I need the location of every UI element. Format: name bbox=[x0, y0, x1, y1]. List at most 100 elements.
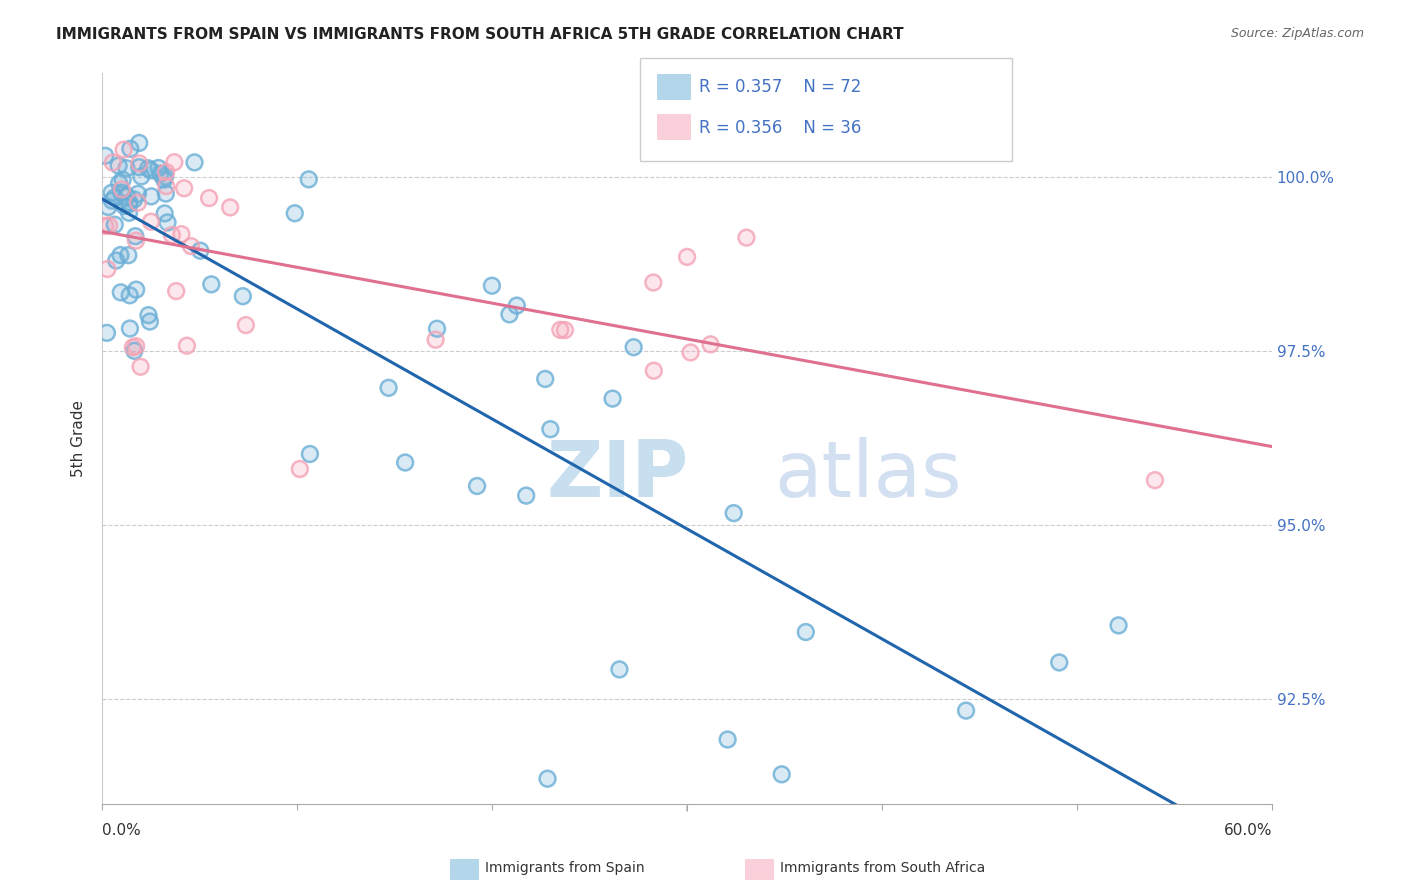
Point bbox=[955, 704, 977, 718]
Point bbox=[139, 163, 162, 178]
Point bbox=[198, 191, 221, 205]
Point bbox=[108, 176, 131, 190]
Point bbox=[679, 345, 702, 359]
Point bbox=[96, 262, 118, 277]
Point bbox=[394, 456, 416, 470]
Point bbox=[101, 194, 124, 208]
Point bbox=[506, 299, 529, 313]
Point bbox=[602, 392, 624, 406]
Point bbox=[699, 337, 721, 351]
Point bbox=[129, 359, 152, 374]
Point bbox=[735, 230, 758, 244]
Point bbox=[118, 197, 141, 211]
Point bbox=[794, 625, 817, 640]
Point bbox=[118, 195, 141, 210]
Point bbox=[96, 326, 118, 340]
Point bbox=[465, 479, 488, 493]
Point bbox=[115, 161, 138, 176]
Point bbox=[165, 284, 187, 298]
Point bbox=[676, 250, 699, 264]
Point bbox=[122, 193, 145, 207]
Point bbox=[188, 244, 211, 258]
Point bbox=[101, 194, 124, 208]
Point bbox=[96, 262, 118, 277]
Point bbox=[139, 215, 162, 229]
Point bbox=[198, 191, 221, 205]
Point bbox=[160, 227, 183, 242]
Point bbox=[104, 218, 127, 232]
Point bbox=[679, 345, 702, 359]
Point bbox=[394, 456, 416, 470]
Point bbox=[136, 161, 159, 176]
Point bbox=[105, 253, 128, 268]
Point bbox=[98, 219, 121, 233]
Point bbox=[112, 199, 135, 213]
Point bbox=[139, 314, 162, 328]
Point bbox=[794, 625, 817, 640]
Point bbox=[128, 136, 150, 150]
Point bbox=[124, 229, 146, 244]
Point bbox=[128, 156, 150, 170]
Point bbox=[515, 489, 537, 503]
Point bbox=[609, 662, 631, 676]
Point bbox=[129, 169, 152, 184]
Point bbox=[118, 288, 141, 302]
Point bbox=[104, 218, 127, 232]
Point bbox=[156, 215, 179, 229]
Point bbox=[176, 339, 198, 353]
Point bbox=[125, 283, 148, 297]
Point bbox=[111, 182, 134, 196]
Point bbox=[118, 321, 141, 335]
Point bbox=[176, 339, 198, 353]
Point bbox=[139, 215, 162, 229]
Point bbox=[138, 308, 160, 322]
Point bbox=[128, 160, 150, 174]
Point bbox=[107, 159, 129, 173]
Point bbox=[183, 155, 205, 169]
Point bbox=[173, 181, 195, 195]
Point bbox=[125, 339, 148, 353]
Point bbox=[136, 161, 159, 176]
Point bbox=[1047, 656, 1070, 670]
Point bbox=[115, 161, 138, 176]
Point bbox=[377, 381, 399, 395]
Point bbox=[643, 364, 665, 378]
Point bbox=[284, 206, 307, 220]
Point bbox=[128, 160, 150, 174]
Point bbox=[153, 172, 176, 186]
Point bbox=[121, 340, 143, 354]
Point bbox=[149, 167, 172, 181]
Point bbox=[139, 163, 162, 178]
Point bbox=[538, 422, 561, 436]
Point bbox=[104, 190, 127, 204]
Point bbox=[735, 230, 758, 244]
Point bbox=[200, 277, 222, 292]
Point bbox=[183, 155, 205, 169]
Point bbox=[156, 215, 179, 229]
Point bbox=[118, 321, 141, 335]
Point bbox=[128, 136, 150, 150]
Point bbox=[180, 239, 202, 253]
Point bbox=[94, 149, 117, 163]
Point bbox=[122, 193, 145, 207]
Point bbox=[148, 161, 170, 175]
Text: R = 0.357    N = 72: R = 0.357 N = 72 bbox=[699, 78, 860, 96]
Point bbox=[623, 340, 645, 354]
Point bbox=[536, 772, 558, 786]
Point bbox=[155, 186, 177, 201]
Point bbox=[155, 186, 177, 201]
Point bbox=[534, 372, 557, 386]
Point bbox=[141, 189, 163, 203]
Point bbox=[723, 506, 745, 520]
Point bbox=[554, 323, 576, 337]
Point bbox=[115, 189, 138, 203]
Point bbox=[120, 142, 142, 156]
Point bbox=[232, 289, 254, 303]
Point bbox=[100, 186, 122, 200]
Text: IMMIGRANTS FROM SPAIN VS IMMIGRANTS FROM SOUTH AFRICA 5TH GRADE CORRELATION CHAR: IMMIGRANTS FROM SPAIN VS IMMIGRANTS FROM… bbox=[56, 27, 904, 42]
Point bbox=[118, 197, 141, 211]
Point bbox=[481, 278, 503, 293]
Point bbox=[124, 343, 146, 358]
Text: ZIP: ZIP bbox=[547, 437, 689, 513]
Point bbox=[139, 314, 162, 328]
